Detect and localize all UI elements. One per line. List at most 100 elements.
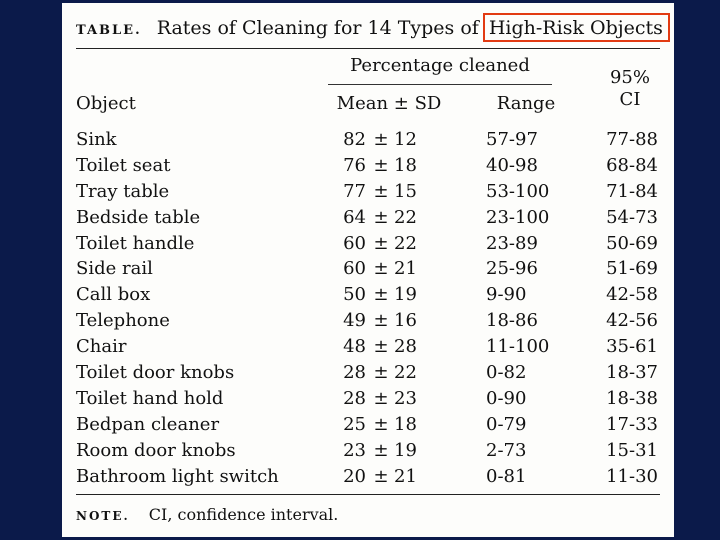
table-title-prefix: Rates of Cleaning for 14 Types of [156, 17, 479, 39]
cell-object: Toilet door knobs [76, 362, 235, 384]
cell-mean: 50 [343, 284, 366, 306]
cell-mean: 82 [343, 129, 366, 150]
column-header-object: Object [76, 93, 136, 114]
table-row: Side rail 60 ±21 25-96 51-69 [62, 258, 674, 284]
cell-plus-minus: ± [373, 387, 389, 409]
cell-range: 57-97 [486, 129, 538, 150]
table-caption-label: TABLE. [76, 23, 142, 38]
cell-ci: 68-84 [606, 154, 658, 176]
cell-sd: 22 [394, 232, 417, 254]
cell-plus-minus: ± [373, 284, 389, 306]
cell-mean: 28 [343, 387, 366, 409]
cell-range: 53-100 [486, 180, 550, 202]
cell-sd: 16 [394, 310, 417, 332]
cell-mean: 23 [343, 439, 366, 461]
cell-mean: 76 [343, 154, 366, 176]
cell-ci: 35-61 [606, 336, 658, 358]
cell-object: Toilet handle [76, 232, 195, 254]
cell-range: 0-79 [486, 413, 527, 435]
cell-range: 0-90 [486, 387, 527, 409]
cell-ci: 71-84 [606, 180, 658, 202]
cell-ci: 18-37 [606, 362, 658, 384]
cell-mean: 64 [343, 206, 366, 228]
cell-sd: 22 [394, 362, 417, 384]
column-header-range: Range [496, 93, 556, 114]
table-note: NOTE. CI, confidence interval. [76, 505, 338, 524]
table-row: Toilet door knobs 28 ±22 0-82 18-37 [62, 362, 674, 388]
table-title-highlight: High-Risk Objects [482, 13, 670, 42]
cell-mean: 77 [343, 180, 366, 202]
cell-range: 25-96 [486, 258, 538, 280]
column-spanner-percentage-cleaned: Percentage cleaned [350, 55, 530, 76]
table-title-row: TABLE. Rates of Cleaning for 14 Types of… [76, 13, 670, 42]
top-rule [76, 48, 660, 49]
cell-range: 0-82 [486, 362, 527, 384]
cell-object: Bedside table [76, 206, 201, 228]
cell-sd: 22 [394, 206, 417, 228]
table-page: TABLE. Rates of Cleaning for 14 Types of… [62, 3, 674, 537]
cell-object: Call box [76, 284, 151, 306]
table-row: Bathroom light switch 20 ±21 0-81 11-30 [62, 466, 674, 492]
cell-plus-minus: ± [373, 154, 389, 176]
cell-plus-minus: ± [373, 336, 389, 358]
table-row: Toilet handle 60 ±22 23-89 50-69 [62, 233, 674, 259]
cell-range: 23-100 [486, 206, 550, 228]
cell-object: Bedpan cleaner [76, 413, 220, 435]
cell-range: 40-98 [486, 154, 538, 176]
cell-plus-minus: ± [373, 413, 389, 435]
table-title: Rates of Cleaning for 14 Types of High-R… [156, 13, 670, 42]
cell-object: Tray table [76, 180, 170, 202]
cell-object: Room door knobs [76, 439, 236, 461]
cell-ci: 42-56 [606, 310, 658, 332]
table-title-highlight-text: High-Risk Objects [488, 17, 663, 39]
cell-ci: 42-58 [606, 284, 658, 306]
cell-plus-minus: ± [373, 129, 389, 150]
cell-ci: 50-69 [606, 232, 658, 254]
table-body: Sink 82 ±12 57-97 77-88 Toilet seat 76 ±18 40-98… [62, 129, 674, 491]
column-header-mean-sd: Mean ± SD [336, 93, 442, 114]
cell-object: Toilet hand hold [76, 387, 224, 409]
cell-mean: 28 [343, 362, 366, 384]
cell-ci: 11-30 [606, 465, 658, 487]
table-row: Toilet seat 76 ±18 40-98 68-84 [62, 155, 674, 181]
column-header-ci-line1: 95% [609, 67, 650, 88]
cell-mean: 25 [343, 413, 366, 435]
cell-ci: 17-33 [606, 413, 658, 435]
cell-sd: 21 [394, 258, 417, 280]
cell-sd: 19 [394, 284, 417, 306]
cell-plus-minus: ± [373, 206, 389, 228]
cell-ci: 54-73 [606, 206, 658, 228]
cell-sd: 15 [394, 180, 417, 202]
cell-range: 0-81 [486, 465, 527, 487]
cell-object: Telephone [76, 310, 170, 332]
cell-plus-minus: ± [373, 310, 389, 332]
cell-range: 11-100 [486, 336, 550, 358]
cell-sd: 12 [394, 129, 417, 150]
cell-mean: 20 [343, 465, 366, 487]
table-row: Bedside table 64 ±22 23-100 54-73 [62, 207, 674, 233]
cell-ci: 18-38 [606, 387, 658, 409]
cell-plus-minus: ± [373, 362, 389, 384]
cell-mean: 48 [343, 336, 366, 358]
cell-object: Bathroom light switch [76, 465, 279, 487]
table-row: Chair 48 ±28 11-100 35-61 [62, 336, 674, 362]
column-header-ci-line2: CI [619, 89, 641, 110]
cell-object: Toilet seat [76, 154, 171, 176]
highlight-box [482, 13, 670, 42]
cell-mean: 49 [343, 310, 366, 332]
table-note-label: NOTE. [76, 509, 130, 523]
cell-sd: 18 [394, 154, 417, 176]
cell-sd: 21 [394, 465, 417, 487]
cell-ci: 15-31 [606, 439, 658, 461]
bottom-rule [76, 494, 660, 495]
table-row: Tray table 77 ±15 53-100 71-84 [62, 181, 674, 207]
table-row: Bedpan cleaner 25 ±18 0-79 17-33 [62, 414, 674, 440]
table-row: Room door knobs 23 ±19 2-73 15-31 [62, 440, 674, 466]
spanner-rule [328, 84, 552, 85]
cell-sd: 18 [394, 413, 417, 435]
cell-ci: 51-69 [606, 258, 658, 280]
cell-range: 2-73 [486, 439, 527, 461]
column-header-ci: 95% CI [602, 67, 658, 111]
table-row: Toilet hand hold 28 ±23 0-90 18-38 [62, 388, 674, 414]
